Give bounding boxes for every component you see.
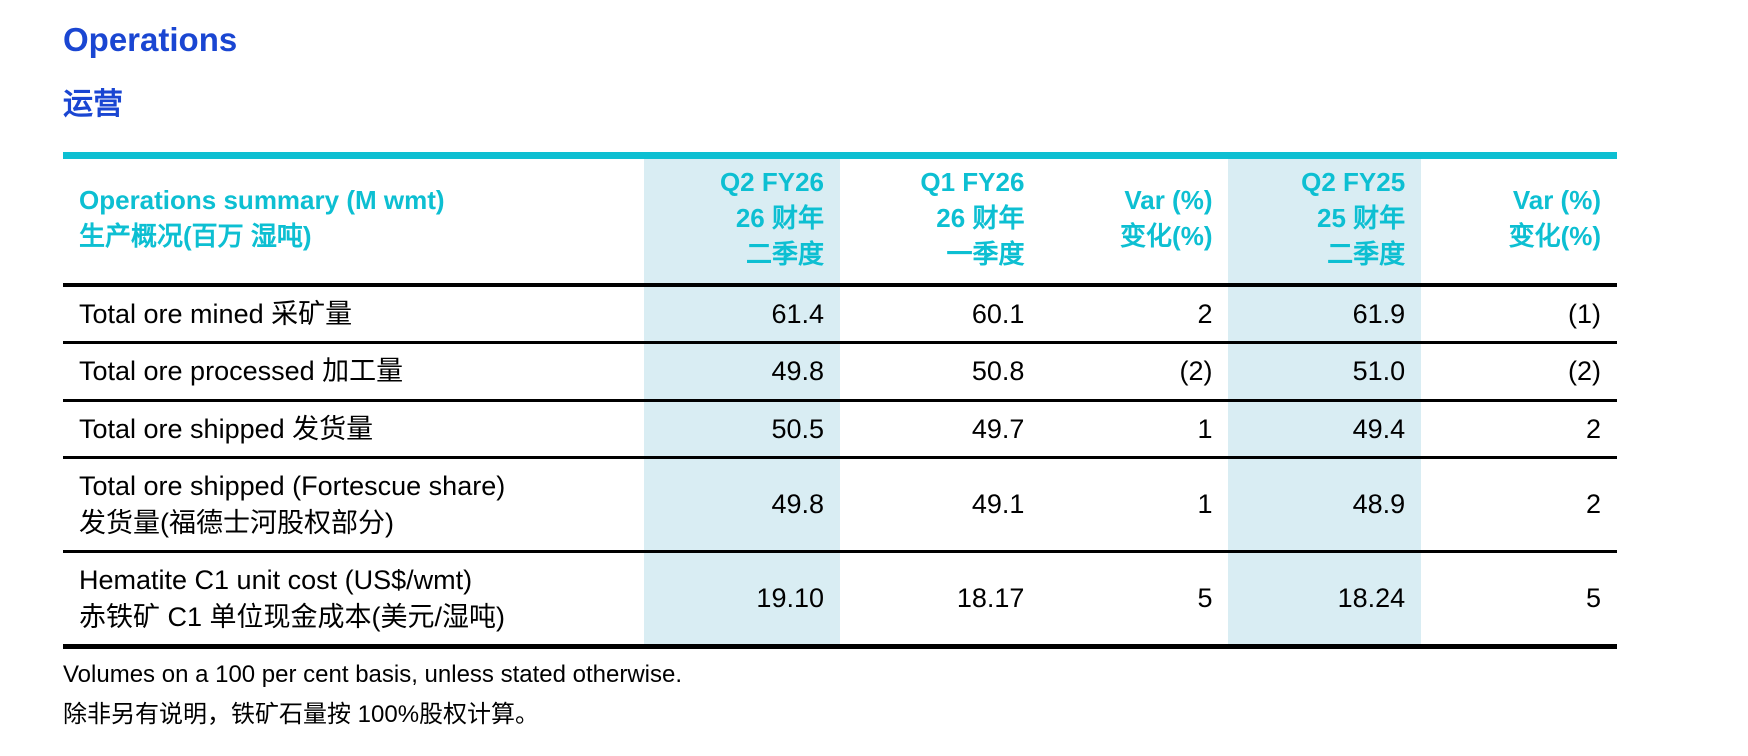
header-line: 二季度 — [745, 239, 824, 270]
header-line: Var (%) — [1124, 185, 1213, 216]
table-title-zh: 生产概况(百万 湿吨) — [79, 221, 312, 252]
header-line: 变化(%) — [1120, 221, 1213, 252]
value-cell: 2 — [1197, 298, 1213, 329]
row-label-zh: 发货量(福德士河股权部分) — [79, 507, 394, 538]
header-cell-q2-fy25: Q2 FY25 25 财年 二季度 — [1228, 155, 1422, 285]
value-cell: 61.9 — [1228, 284, 1422, 343]
value-cell: 60.1 — [971, 298, 1025, 329]
value-cell: 18.24 — [1228, 551, 1422, 647]
row-label-en: Total ore processed — [79, 356, 315, 387]
footnote-zh: 除非另有说明，铁矿石量按 100%股权计算。 — [63, 700, 540, 728]
value-cell: 61.4 — [644, 284, 840, 343]
value-cell: 5 — [1585, 583, 1601, 614]
header-line: 26 财年 — [936, 203, 1025, 234]
value-cell: 49.4 — [1228, 400, 1422, 458]
header-line: 26 财年 — [735, 203, 824, 234]
table-title-en: Operations summary (M wmt) — [79, 185, 445, 216]
header-line: 变化(%) — [1508, 221, 1601, 252]
table-row-hematite-c1-unit-cost: Hematite C1 unit cost (US$/wmt) 赤铁矿 C1 单… — [63, 551, 1617, 647]
row-label-cell: Total ore processed 加工量 — [63, 343, 644, 400]
report-page: Operations 运营 Operations summary (M wmt)… — [63, 21, 1617, 728]
value-cell: 49.1 — [971, 489, 1025, 520]
header-line: Q2 FY25 — [1301, 167, 1406, 198]
value-cell: 49.8 — [644, 457, 840, 552]
value-cell: 50.8 — [971, 356, 1025, 387]
row-label-zh: 采矿量 — [271, 298, 353, 329]
row-label-cell: Total ore mined 采矿量 — [63, 285, 644, 343]
header-cell-summary: Operations summary (M wmt) 生产概况(百万 湿吨) — [63, 156, 644, 285]
header-cell-q1-fy26: Q1 FY26 26 财年 一季度 — [840, 156, 1040, 285]
header-line: Q1 FY26 — [920, 167, 1025, 198]
value-cell: 2 — [1585, 413, 1601, 444]
row-label-en: Hematite C1 unit cost (US$/wmt) — [79, 565, 473, 596]
row-label-zh: 发货量 — [292, 413, 374, 444]
row-label-zh: 加工量 — [322, 356, 404, 387]
value-cell: 18.17 — [956, 583, 1025, 614]
header-cell-var-1: Var (%) 变化(%) — [1040, 156, 1228, 285]
operations-table: Operations summary (M wmt) 生产概况(百万 湿吨) Q… — [63, 152, 1617, 649]
header-line: Var (%) — [1512, 185, 1601, 216]
table-header-row: Operations summary (M wmt) 生产概况(百万 湿吨) Q… — [63, 155, 1617, 285]
header-line: 二季度 — [1327, 239, 1406, 270]
value-cell: 49.8 — [644, 342, 840, 401]
table-row-total-ore-shipped-fortescue-share: Total ore shipped (Fortescue share) 发货量(… — [63, 457, 1617, 552]
header-line: 一季度 — [946, 239, 1025, 270]
value-cell: (2) — [1568, 356, 1601, 387]
header-cell-q2-fy26: Q2 FY26 26 财年 二季度 — [644, 155, 840, 285]
page-title-zh: 运营 — [63, 88, 123, 122]
row-label-en: Total ore shipped (Fortescue share) — [79, 471, 506, 502]
value-cell: 50.5 — [644, 400, 840, 458]
value-cell: (2) — [1179, 356, 1213, 387]
table-row-total-ore-mined: Total ore mined 采矿量 61.4 60.1 2 61.9 (1) — [63, 284, 1617, 343]
value-cell: 2 — [1585, 489, 1601, 520]
header-line: Q2 FY26 — [719, 167, 824, 198]
header-line: 25 财年 — [1317, 203, 1406, 234]
value-cell: 1 — [1197, 489, 1213, 520]
row-label-en: Total ore shipped — [79, 413, 285, 444]
row-label-zh: 赤铁矿 C1 单位现金成本(美元/湿吨) — [79, 601, 506, 632]
row-label-en: Total ore mined — [79, 298, 264, 329]
value-cell: 51.0 — [1228, 342, 1422, 401]
table-row-total-ore-processed: Total ore processed 加工量 49.8 50.8 (2) 51… — [63, 342, 1617, 401]
row-label-cell: Hematite C1 unit cost (US$/wmt) 赤铁矿 C1 单… — [63, 552, 644, 647]
value-cell: 5 — [1197, 583, 1213, 614]
header-cell-var-2: Var (%) 变化(%) — [1421, 156, 1617, 285]
row-label-cell: Total ore shipped 发货量 — [63, 400, 644, 457]
footnote-en: Volumes on a 100 per cent basis, unless … — [63, 660, 683, 688]
value-cell: 1 — [1197, 413, 1213, 444]
page-title: Operations — [63, 21, 238, 58]
value-cell: 48.9 — [1228, 457, 1422, 552]
row-label-cell: Total ore shipped (Fortescue share) 发货量(… — [63, 458, 644, 552]
value-cell: (1) — [1568, 298, 1601, 329]
table-row-total-ore-shipped: Total ore shipped 发货量 50.5 49.7 1 49.4 2 — [63, 400, 1617, 458]
value-cell: 19.10 — [644, 551, 840, 647]
value-cell: 49.7 — [971, 413, 1025, 444]
